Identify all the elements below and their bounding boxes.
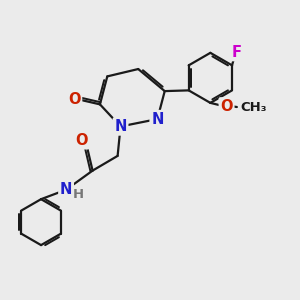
Text: O: O — [220, 99, 233, 114]
Text: F: F — [232, 45, 242, 60]
Text: CH₃: CH₃ — [241, 101, 267, 114]
Text: N: N — [60, 182, 72, 197]
Text: O: O — [75, 133, 88, 148]
Text: H: H — [73, 188, 84, 201]
Text: N: N — [114, 119, 127, 134]
Text: O: O — [68, 92, 81, 107]
Text: N: N — [151, 112, 164, 127]
